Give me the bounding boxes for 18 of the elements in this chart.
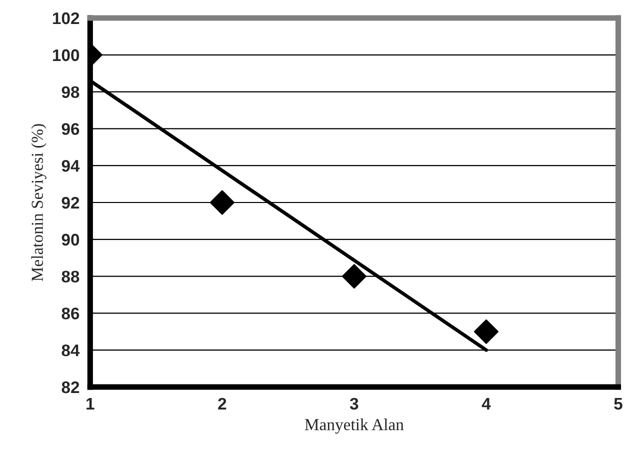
y-tick-label: 96	[62, 123, 80, 135]
y-tick-label: 86	[62, 308, 80, 320]
y-tick-label: 100	[52, 49, 80, 62]
x-tick-label: 2	[218, 398, 226, 410]
y-tick-label: 82	[62, 381, 80, 394]
y-tick-label: 84	[62, 344, 80, 356]
x-tick-label: 5	[614, 398, 622, 410]
x-tick-label: 3	[350, 398, 358, 410]
x-tick-label: 4	[482, 398, 491, 410]
y-tick-label: 94	[62, 160, 80, 172]
y-tick-label: 92	[62, 196, 80, 209]
y-axis-title: Melatonin Seviyesi (%)	[31, 124, 46, 282]
x-tick-label: 1	[86, 398, 94, 410]
y-tick-label: 98	[62, 86, 80, 98]
y-tick-label: 90	[62, 234, 80, 246]
y-tick-label: 102	[52, 12, 80, 24]
x-axis-title: Manyetik Alan	[304, 418, 404, 434]
y-tick-label: 88	[62, 270, 80, 283]
